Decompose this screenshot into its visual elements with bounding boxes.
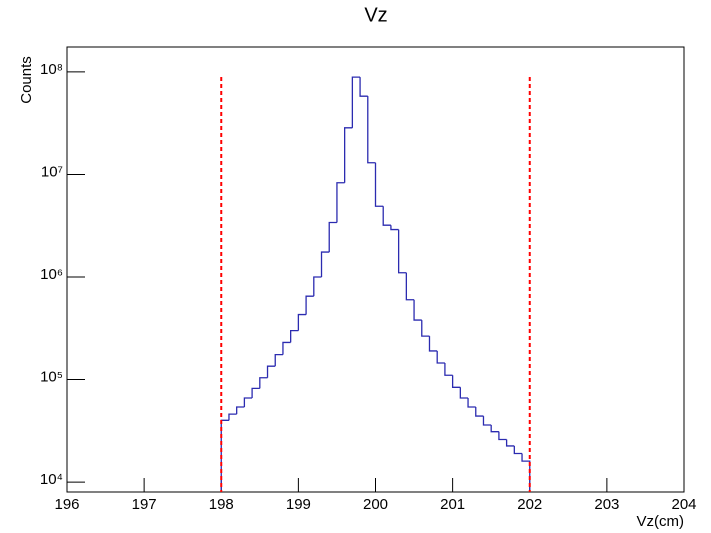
plot-frame [66, 46, 685, 493]
x-tick-label: 198 [209, 496, 234, 513]
histogram-bin [243, 397, 253, 407]
x-tick-label: 202 [517, 496, 542, 513]
histogram-bin [251, 387, 260, 399]
histogram-bin [359, 77, 368, 97]
histogram-bin [498, 431, 507, 441]
histogram-bin [413, 299, 422, 321]
histogram-bin [444, 362, 453, 376]
histogram-bin [397, 229, 407, 274]
histogram-bin [351, 76, 361, 128]
x-tick-label: 201 [440, 496, 465, 513]
x-tick-label: 200 [363, 496, 388, 513]
histogram-bin [259, 377, 268, 389]
histogram-bin [505, 439, 515, 447]
x-tick-label: 199 [286, 496, 311, 513]
histogram-bin [320, 251, 330, 277]
x-tick-label: 196 [54, 496, 79, 513]
histogram-bin [421, 320, 430, 337]
histogram-bin [390, 225, 399, 231]
histogram-bin [482, 416, 492, 426]
y-axis-label: Counts [18, 56, 35, 104]
histogram-bin [428, 336, 438, 352]
x-tick-label: 197 [132, 496, 157, 513]
histogram-bin [382, 206, 391, 226]
histogram-bin [282, 341, 291, 355]
x-tick-label: 203 [594, 496, 619, 513]
histogram-bin [513, 445, 523, 455]
histogram-bin [521, 453, 531, 492]
histogram-bin [367, 96, 376, 164]
y-tick-label: 10⁸ [40, 61, 63, 78]
histogram-bin [467, 398, 476, 408]
histogram-bin [313, 276, 322, 297]
y-tick-label: 10⁴ [40, 471, 63, 488]
y-tick-label: 10⁷ [41, 163, 63, 180]
histogram-bin [490, 425, 499, 433]
histogram-bin [274, 353, 283, 367]
y-tick-label: 10⁵ [40, 368, 63, 385]
x-axis-label: Vz(cm) [637, 513, 685, 530]
histogram-bin [436, 350, 445, 364]
histogram-bin [336, 182, 345, 223]
histogram-bin [220, 419, 229, 492]
histogram-bin [451, 375, 461, 388]
chart-title: Vz [364, 4, 387, 26]
histogram-bin [328, 221, 337, 253]
histogram-bin [297, 313, 307, 331]
histogram-bin [290, 329, 299, 343]
histogram-bin [405, 272, 415, 301]
y-tick-label: 10⁶ [40, 266, 63, 283]
histogram-bin [475, 406, 484, 417]
histogram-bin [459, 387, 469, 399]
histogram-bin [374, 162, 384, 207]
histogram-bin [266, 365, 276, 378]
x-tick-label: 204 [671, 496, 696, 513]
histogram-bin [344, 127, 353, 183]
histogram-bin [228, 413, 237, 421]
histogram-bin [305, 295, 314, 315]
histogram-bin [236, 406, 245, 415]
